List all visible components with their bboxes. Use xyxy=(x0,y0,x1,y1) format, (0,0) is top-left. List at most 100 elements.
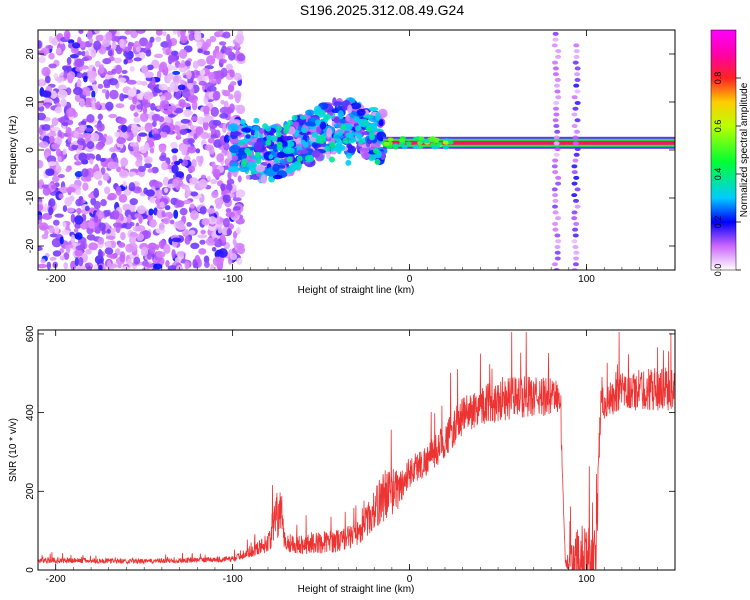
heatmap-cell xyxy=(200,131,210,140)
heatmap-cell xyxy=(129,142,138,147)
heatmap-cell xyxy=(128,182,136,192)
heatmap-cell xyxy=(383,141,390,146)
heatmap-cell xyxy=(151,77,156,86)
heatmap-cell xyxy=(178,63,186,68)
heatmap-cell xyxy=(75,265,86,270)
heatmap-cell xyxy=(100,136,107,144)
heatmap-cell xyxy=(78,196,83,201)
heatmap-cell xyxy=(574,147,581,152)
heatmap-cell xyxy=(172,70,181,76)
heatmap-cell xyxy=(177,30,182,38)
heatmap-cell xyxy=(128,202,136,212)
heatmap-cell xyxy=(90,48,97,58)
heatmap-cell xyxy=(273,157,280,164)
heatmap-cell xyxy=(86,90,91,97)
heatmap-cell xyxy=(314,119,321,126)
heatmap-cell xyxy=(102,39,111,48)
heatmap-cell xyxy=(200,174,207,179)
heatmap-cell xyxy=(209,35,217,43)
heatmap-cell xyxy=(95,60,101,68)
heatmap-cell xyxy=(41,184,49,189)
heatmap-cell xyxy=(149,197,156,204)
heatmap-cell xyxy=(163,187,169,193)
heatmap-cell xyxy=(75,208,82,214)
heatmap-cell xyxy=(152,120,157,128)
heatmap-cell xyxy=(174,91,181,100)
heatmap-cell xyxy=(48,161,57,167)
heatmap-cell xyxy=(202,41,209,51)
heatmap-cell xyxy=(291,114,298,121)
heatmap-cell xyxy=(49,256,57,261)
heatmap-cell xyxy=(233,206,241,211)
heatmap-cell xyxy=(38,263,47,269)
heatmap-cell xyxy=(554,77,561,82)
snr-x-ticks: -200 -100 0 100 xyxy=(46,330,658,585)
heatmap-cell xyxy=(573,175,580,180)
heatmap-cell xyxy=(328,156,335,163)
heatmap-cell xyxy=(81,168,89,178)
heatmap-cell xyxy=(95,101,101,110)
heatmap-cell xyxy=(169,219,175,225)
heatmap-cell xyxy=(74,232,83,240)
heatmap-cell xyxy=(197,116,206,125)
heatmap-cell xyxy=(160,41,170,48)
heatmap-cell xyxy=(104,186,111,195)
heatmap-cell xyxy=(57,174,65,179)
heatmap-cell xyxy=(345,152,352,159)
heatmap-cell xyxy=(149,147,155,154)
heatmap-cell xyxy=(188,165,195,173)
heatmap-cell xyxy=(46,155,57,164)
heatmap-cell xyxy=(552,31,559,36)
colorbar-label: Normalized spectral amplitude xyxy=(739,82,750,217)
heatmap-cell xyxy=(204,261,210,268)
heatmap-cell xyxy=(192,258,197,269)
heatmap-cell xyxy=(193,30,202,41)
heatmap-cell xyxy=(186,146,197,154)
heatmap-cell xyxy=(98,64,105,75)
heatmap-cell xyxy=(140,51,146,60)
heatmap-cell xyxy=(220,99,225,105)
heatmap-cell xyxy=(144,156,153,164)
heatmap-cell xyxy=(197,234,208,239)
heatmap-cell xyxy=(117,117,127,125)
heatmap-cell xyxy=(139,112,149,122)
heatmap-cell xyxy=(392,143,399,148)
heatmap-cell xyxy=(238,139,245,146)
heatmap-cell xyxy=(199,239,206,245)
heatmap-cell xyxy=(329,141,336,148)
heatmap-cell xyxy=(97,83,104,89)
heatmap-cell xyxy=(215,203,222,209)
heatmap-cell xyxy=(133,57,142,62)
heatmap-cell xyxy=(61,122,69,127)
snr-x-tick-label: 100 xyxy=(578,574,595,585)
heatmap-cell xyxy=(133,116,141,124)
heatmap-cell xyxy=(112,222,123,228)
heatmap-cell xyxy=(193,133,198,140)
heatmap-cell xyxy=(179,207,188,216)
heatmap-cell xyxy=(571,181,578,186)
heatmap-cell xyxy=(353,116,360,123)
heatmap-cell xyxy=(48,52,55,60)
colorbar-tick-label: 0.6 xyxy=(713,120,723,133)
heatmap-cell xyxy=(552,106,559,111)
heatmap-cell xyxy=(124,30,132,35)
heatmap-cell xyxy=(218,248,228,258)
heatmap-cell xyxy=(198,80,207,86)
heatmap-cell xyxy=(333,101,343,106)
heatmap-cell xyxy=(573,152,580,157)
heatmap-cell xyxy=(227,83,235,93)
heatmap-cell xyxy=(65,127,72,136)
heatmap-cell xyxy=(216,153,225,163)
heatmap-cell xyxy=(121,69,128,75)
heatmap-cell xyxy=(187,138,195,144)
heatmap-cell xyxy=(87,70,98,79)
heatmap-cell xyxy=(44,229,49,236)
heatmap-cell xyxy=(210,134,218,139)
heatmap-cell xyxy=(87,220,95,229)
heatmap-y-tick-label: 0 xyxy=(25,147,36,153)
heatmap-cell xyxy=(237,175,242,183)
heatmap-cell xyxy=(574,118,581,123)
heatmap-cell xyxy=(574,66,581,71)
heatmap-cell xyxy=(199,69,206,76)
snr-x-label: Height of straight line (km) xyxy=(298,584,415,595)
